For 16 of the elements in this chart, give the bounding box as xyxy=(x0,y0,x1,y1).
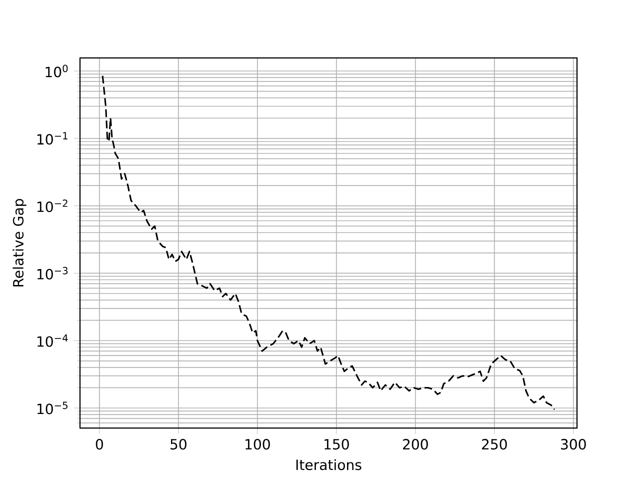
y-axis-title: Relative Gap xyxy=(12,198,26,286)
x-tick-label: 150 xyxy=(324,438,349,450)
x-tick-label: 300 xyxy=(561,438,586,450)
x-axis-title: Iterations xyxy=(296,459,362,470)
y-tick-label: 10$^{−4}$ xyxy=(37,334,68,347)
x-tick-label: 50 xyxy=(170,438,186,450)
y-tick-label: 10$^{−5}$ xyxy=(37,402,68,414)
x-tick-label: 0 xyxy=(96,438,103,450)
x-tick-label: 100 xyxy=(246,438,270,450)
y-tick-label: 10$^{0}$ xyxy=(46,64,68,78)
x-tick-label: 200 xyxy=(403,438,428,450)
y-tick-label: 10$^{−3}$ xyxy=(37,266,68,280)
y-tick-label: 10$^{−2}$ xyxy=(37,200,68,212)
y-tick-label: 10$^{−1}$ xyxy=(37,132,68,145)
x-tick-label: 250 xyxy=(482,438,507,450)
line-series xyxy=(102,74,556,410)
